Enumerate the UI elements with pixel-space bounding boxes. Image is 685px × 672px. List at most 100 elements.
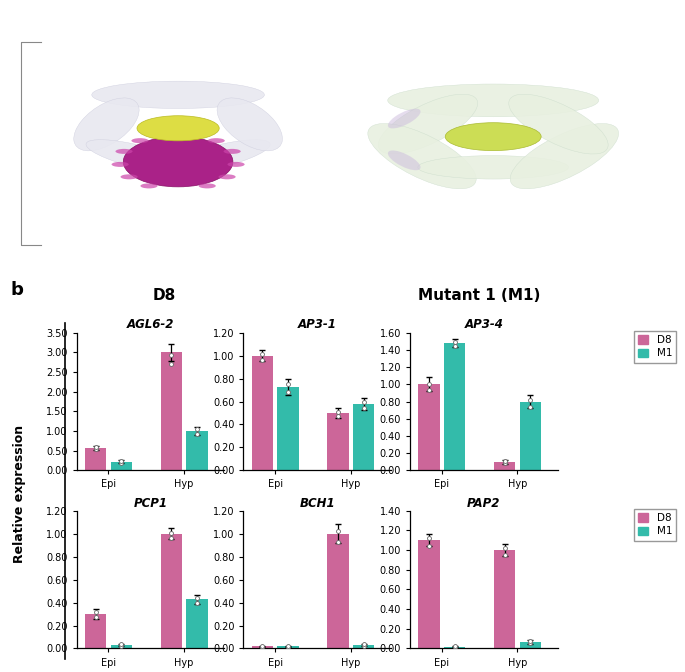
Title: PCP1: PCP1 [134,497,167,509]
Title: BCH1: BCH1 [299,497,335,509]
Ellipse shape [388,151,421,170]
Point [332,536,343,547]
Ellipse shape [217,98,282,151]
Ellipse shape [140,183,158,188]
Ellipse shape [137,116,219,141]
Bar [494,462,515,470]
Ellipse shape [510,124,619,189]
Title: AGL6-2: AGL6-2 [127,319,174,331]
Point [192,597,203,608]
Bar [251,355,273,470]
Point [449,641,460,652]
Title: AP3-4: AP3-4 [464,319,503,331]
Point [499,550,510,560]
Bar [444,343,465,470]
Ellipse shape [388,109,421,128]
Ellipse shape [86,140,190,173]
Bar [251,646,273,648]
Bar [161,534,182,648]
Point [257,641,268,652]
Point [332,411,343,422]
Point [332,407,343,417]
Point [282,387,293,398]
Point [116,455,127,466]
Point [449,642,460,653]
Point [499,543,510,554]
Point [499,456,510,466]
Point [257,355,268,366]
Bar [277,646,299,648]
Point [166,359,177,370]
Title: PAP2: PAP2 [467,497,501,509]
Ellipse shape [92,81,264,108]
Ellipse shape [132,138,149,143]
Point [525,637,536,648]
Point [257,640,268,651]
Ellipse shape [418,156,569,179]
Bar [111,645,132,648]
Ellipse shape [368,124,476,189]
Ellipse shape [227,162,245,167]
Ellipse shape [509,94,608,154]
Bar [353,404,374,470]
Ellipse shape [378,94,477,154]
Ellipse shape [123,136,233,187]
Point [192,424,203,435]
Ellipse shape [199,183,216,188]
Ellipse shape [116,149,133,154]
Bar [520,402,541,470]
Point [90,612,101,623]
Ellipse shape [74,98,139,151]
Point [525,635,536,646]
Bar [161,352,182,470]
Bar [186,599,208,648]
Bar [186,431,208,470]
Ellipse shape [166,140,270,173]
Point [166,533,177,544]
Bar [353,645,374,648]
Ellipse shape [388,84,599,117]
Point [525,394,536,405]
Point [192,429,203,439]
Point [449,337,460,347]
Point [282,379,293,390]
Point [358,403,369,414]
Ellipse shape [155,132,173,137]
Legend: D8, M1: D8, M1 [634,331,676,363]
Ellipse shape [121,174,138,179]
Bar [327,534,349,648]
Ellipse shape [223,149,240,154]
Ellipse shape [208,138,225,143]
Bar [111,462,132,470]
Point [192,593,203,603]
Point [358,396,369,407]
Ellipse shape [219,174,236,179]
Point [332,526,343,537]
Point [499,457,510,468]
Point [358,640,369,651]
Point [257,349,268,360]
Text: D8: D8 [153,288,176,303]
Text: Mutant 1 (M1): Mutant 1 (M1) [419,288,540,303]
Bar [327,413,349,470]
Point [116,457,127,468]
Bar [85,614,106,648]
Ellipse shape [184,132,201,137]
Bar [444,646,465,648]
Point [90,606,101,617]
Point [166,350,177,361]
Bar [85,448,106,470]
Text: b: b [10,281,23,299]
Point [358,639,369,650]
Point [90,442,101,452]
Bar [419,384,440,470]
Point [166,527,177,538]
Title: AP3-1: AP3-1 [298,319,336,331]
Point [423,533,434,544]
Ellipse shape [112,162,129,167]
Point [423,379,434,390]
Point [282,640,293,651]
Point [525,401,536,412]
Point [423,541,434,552]
Legend: D8, M1: D8, M1 [634,509,676,541]
